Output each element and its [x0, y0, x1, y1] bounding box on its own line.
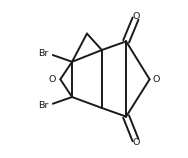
Text: O: O: [133, 138, 140, 147]
Text: O: O: [152, 75, 160, 84]
Text: O: O: [48, 75, 55, 84]
Text: Br: Br: [39, 49, 49, 58]
Text: O: O: [133, 12, 140, 21]
Text: Br: Br: [39, 101, 49, 110]
